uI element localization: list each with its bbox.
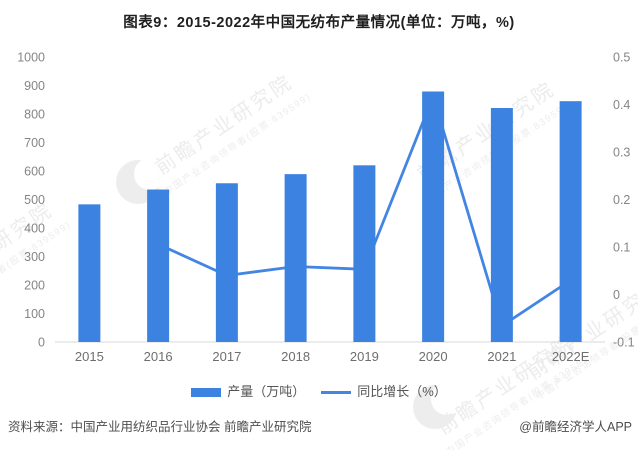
watermark-logo-icon <box>413 385 457 429</box>
right-axis-tick: -0.1 <box>613 336 635 350</box>
right-axis-tick: 0.4 <box>613 98 630 112</box>
credit-text: @前瞻经济学人APP <box>519 420 632 434</box>
right-axis-tick: 0.2 <box>613 193 630 207</box>
production-bar-2020 <box>422 91 445 342</box>
left-axis-tick: 300 <box>24 250 45 264</box>
production-bar-2019 <box>353 165 376 342</box>
production-bar-2016 <box>147 189 170 342</box>
left-axis-tick: 500 <box>24 193 45 207</box>
legend-label-production: 产量（万吨） <box>227 384 306 399</box>
source-text: 资料来源：中国产业用纺织品行业协会 前瞻产业研究院 <box>8 420 312 434</box>
left-axis-tick: 1000 <box>17 51 45 65</box>
left-axis-tick: 800 <box>24 108 45 122</box>
x-axis-label-2016: 2016 <box>144 349 173 364</box>
left-axis-tick: 900 <box>24 79 45 93</box>
x-axis-label-2021: 2021 <box>487 349 516 364</box>
left-axis-tick: 400 <box>24 222 45 236</box>
right-axis-tick: 0.1 <box>613 241 630 255</box>
legend-item-production: 产量（万吨） <box>191 384 305 400</box>
left-axis-tick: 0 <box>38 336 45 350</box>
right-axis-tick: 0.3 <box>613 146 630 160</box>
left-axis-tick: 200 <box>24 279 45 293</box>
combo-chart: 0 100 200 300 400 500 600 700 800 900 1000 -0.1 0 0.1… <box>17 51 635 365</box>
right-axis-tick: 0.5 <box>613 51 630 65</box>
chart-title: 图表9：2015-2022年中国无纺布产量情况(单位：万吨，%) <box>123 15 515 31</box>
bar-series-swatch-icon <box>191 387 222 397</box>
left-axis-tick: 100 <box>24 307 45 321</box>
x-axis-label-2022E: 2022E <box>552 349 590 364</box>
legend-label-growth: 同比增长（%） <box>357 384 447 399</box>
production-bar-2017 <box>215 183 238 342</box>
left-axis-tick: 600 <box>24 165 45 179</box>
production-bar-2018 <box>284 174 307 342</box>
footer: 资料来源：中国产业用纺织品行业协会 前瞻产业研究院 @前瞻经济学人APP <box>8 416 632 435</box>
x-axis-label-2018: 2018 <box>281 349 310 364</box>
production-bar-2015 <box>78 204 101 342</box>
legend-item-growth: 同比增长（%） <box>321 384 447 400</box>
production-bar-2022E <box>559 101 582 342</box>
left-axis-tick: 700 <box>24 136 45 150</box>
x-axis-label-2017: 2017 <box>212 349 241 364</box>
legend: 产量（万吨） 同比增长（%） <box>0 384 638 400</box>
x-axis-label-2019: 2019 <box>350 349 379 364</box>
watermark-logo-icon <box>116 160 160 204</box>
right-axis-tick: 0 <box>613 288 620 302</box>
production-bar-2021 <box>490 108 513 342</box>
x-axis-label-2015: 2015 <box>75 349 104 364</box>
line-series-swatch-icon <box>321 390 352 394</box>
x-axis-label-2020: 2020 <box>419 349 448 364</box>
